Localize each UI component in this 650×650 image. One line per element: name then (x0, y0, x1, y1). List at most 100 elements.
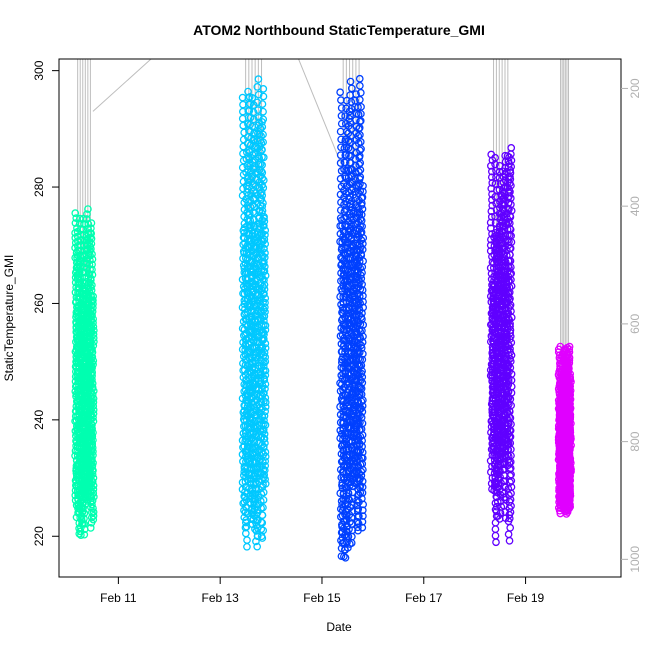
data-point (89, 315, 98, 323)
data-point (487, 213, 496, 221)
data-point (260, 212, 268, 221)
data-point (356, 411, 364, 420)
data-point (259, 138, 267, 147)
data-point (259, 488, 268, 497)
data-point (260, 276, 268, 285)
data-point (258, 191, 267, 200)
data-point (357, 467, 366, 476)
data-point (261, 303, 269, 312)
data-point (261, 321, 270, 330)
data-point (243, 509, 252, 518)
data-point (261, 366, 270, 375)
data-point (248, 505, 257, 513)
data-point (80, 509, 89, 518)
data-point (260, 280, 269, 289)
data-point (261, 421, 270, 429)
data-point (88, 368, 96, 376)
data-point (261, 461, 270, 470)
data-point (259, 419, 268, 428)
data-point (89, 489, 98, 497)
data-point (88, 372, 96, 380)
data-point (88, 281, 96, 289)
data-point (89, 428, 97, 437)
data-point (352, 90, 360, 99)
data-point (357, 397, 366, 406)
data-point (357, 102, 365, 111)
data-point (492, 507, 501, 516)
data-point (354, 519, 363, 528)
data-point (89, 466, 97, 475)
data-point (249, 108, 258, 117)
data-point (89, 360, 97, 369)
data-point (356, 146, 364, 155)
data-point (493, 498, 502, 506)
data-point (89, 356, 98, 365)
data-point (259, 92, 268, 101)
data-point (260, 348, 269, 357)
data-point (356, 81, 364, 90)
series-5 (554, 342, 575, 518)
data-point (260, 412, 269, 420)
data-point (89, 387, 98, 395)
data-point (260, 312, 269, 321)
data-point (257, 244, 265, 253)
data-point (260, 416, 268, 425)
data-point (80, 520, 89, 528)
data-point (355, 124, 364, 132)
data-point (337, 104, 346, 112)
series-1 (71, 205, 98, 539)
data-point (491, 531, 500, 540)
data-point (89, 330, 98, 339)
data-point (89, 413, 97, 422)
data-point (504, 530, 513, 539)
data-point (343, 505, 352, 514)
data-point (88, 440, 97, 448)
data-point (88, 307, 97, 316)
data-point (88, 311, 96, 320)
data-point (87, 234, 96, 243)
data-point (88, 345, 96, 354)
data-point (346, 518, 354, 526)
data-point (259, 153, 268, 162)
data-point (87, 276, 95, 284)
data-point (88, 270, 97, 279)
data-point (89, 511, 98, 520)
data-point (71, 209, 80, 218)
y-tick-label: 300 (32, 60, 46, 80)
data-point (242, 148, 251, 157)
data-point (89, 296, 97, 305)
data-point (88, 462, 96, 471)
plot-frame (58, 58, 622, 578)
data-point (259, 335, 268, 343)
data-point (89, 402, 98, 410)
data-point (88, 364, 96, 373)
data-point (87, 493, 96, 501)
data-point (261, 226, 270, 235)
data-point (253, 532, 262, 540)
data-point (259, 425, 268, 434)
data-point (82, 215, 91, 223)
data-point (258, 161, 266, 169)
data-point (261, 380, 270, 389)
data-point (89, 398, 98, 407)
data-point (344, 488, 353, 497)
data-point (249, 115, 258, 124)
data-point (337, 143, 345, 152)
data-point (241, 478, 250, 486)
data-point (260, 434, 269, 443)
y2-axis: 200 400 600 800 1000 (621, 78, 642, 573)
data-point (344, 532, 353, 541)
data-point (261, 271, 270, 280)
data-point (260, 330, 268, 339)
data-point (488, 201, 497, 210)
data-point (565, 348, 574, 356)
data-point (79, 225, 88, 234)
data-point (261, 448, 270, 456)
x-tick-label: Feb 13 (201, 591, 239, 605)
data-point (87, 239, 96, 248)
data-point (89, 292, 97, 301)
data-point (337, 111, 346, 120)
data-point (354, 523, 362, 532)
data-point (341, 158, 350, 167)
data-point (261, 479, 270, 488)
